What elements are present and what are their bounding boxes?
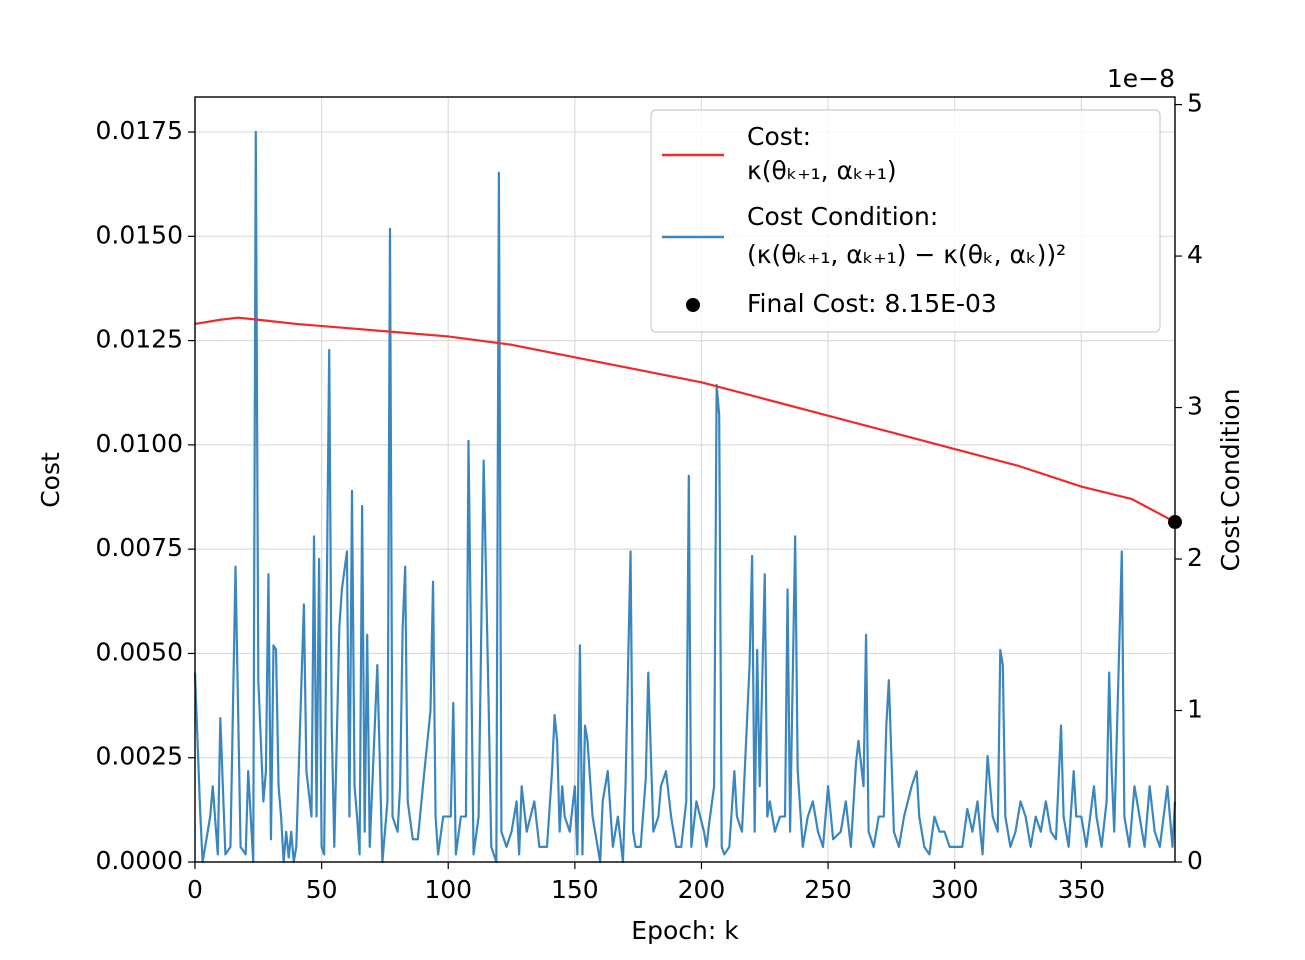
y2-tick-label: 1: [1187, 695, 1203, 724]
data-line: [193, 130, 1177, 864]
legend-marker: [686, 298, 700, 312]
y2-tick-label: 2: [1187, 543, 1203, 572]
legend-label: Cost:: [747, 122, 811, 151]
plot-frame: [194, 96, 1176, 863]
x-tick-label: 0: [187, 875, 203, 904]
y-tick-label: 0.0050: [96, 637, 183, 666]
y2-tick-label: 4: [1187, 240, 1203, 269]
x-tick-label: 50: [306, 875, 338, 904]
x-tick-label: 350: [1057, 875, 1105, 904]
x-tick-label: 250: [804, 875, 852, 904]
y2-offset-text: 1e−8: [1107, 64, 1175, 93]
y-tick-label: 0.0025: [96, 742, 183, 771]
y-axis-label: Cost: [36, 452, 65, 508]
legend-label: Cost Condition:: [747, 202, 938, 231]
x-axis-label: Epoch: k: [631, 916, 739, 945]
legend-box: [650, 109, 1161, 333]
y-tick-label: 0.0125: [96, 325, 183, 354]
data-line: [194, 316, 1176, 524]
x-tick-label: 100: [424, 875, 472, 904]
legend-formula: κ(θₖ₊₁, αₖ₊₁): [747, 156, 897, 185]
legend-label: Final Cost: 8.15E-03: [747, 289, 997, 318]
y-tick-label: 0.0075: [96, 533, 183, 562]
y-tick-label: 0.0000: [96, 846, 183, 875]
y-tick-label: 0.0150: [96, 220, 183, 249]
y2-tick-label: 0: [1187, 846, 1203, 875]
x-tick-label: 300: [931, 875, 979, 904]
legend-formula: (κ(θₖ₊₁, αₖ₊₁) − κ(θₖ, αₖ))²: [747, 240, 1066, 269]
y-tick-label: 0.0175: [96, 116, 183, 145]
y-tick-label: 0.0100: [96, 429, 183, 458]
y2-axis-label: Cost Condition: [1216, 389, 1245, 572]
x-tick-label: 200: [678, 875, 726, 904]
y2-tick-label: 3: [1187, 392, 1203, 421]
x-tick-label: 150: [551, 875, 599, 904]
y2-tick-label: 5: [1187, 89, 1203, 118]
